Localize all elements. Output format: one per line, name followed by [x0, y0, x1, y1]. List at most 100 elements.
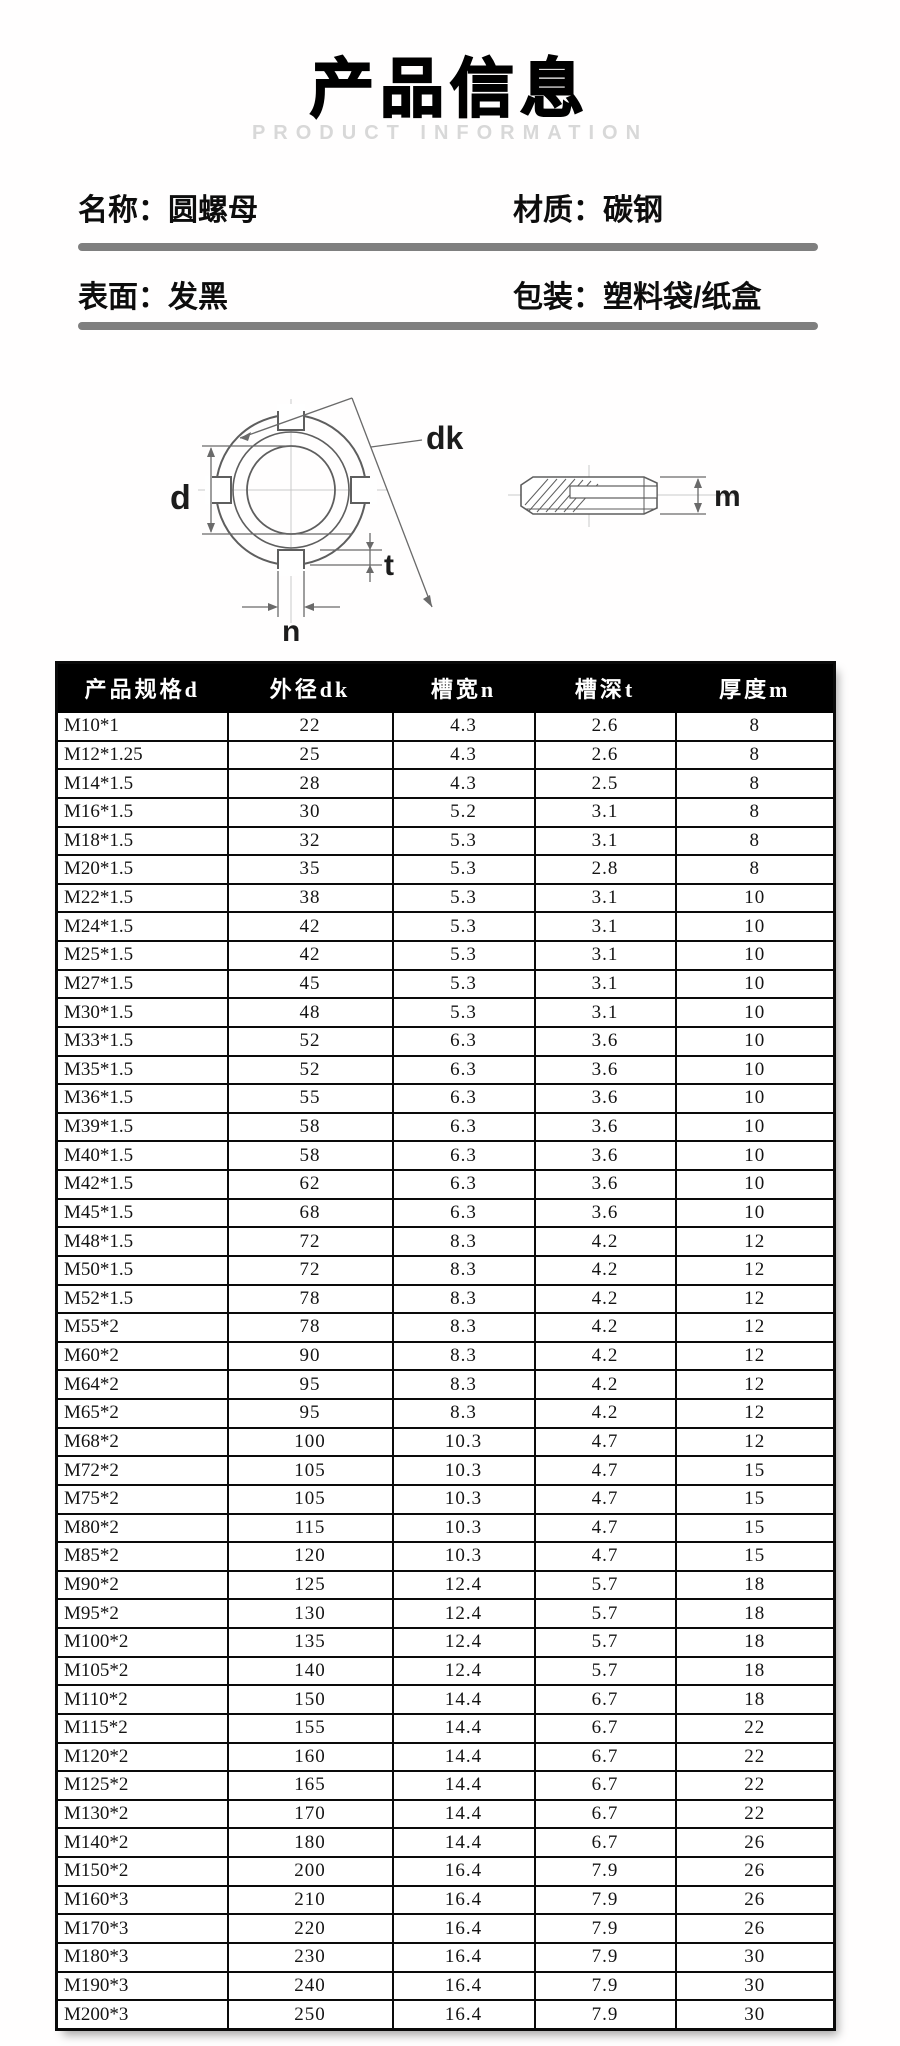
table-row: M105*2 140 12.4 5.7 18	[55, 1655, 836, 1687]
value-cell: 140	[226, 1655, 394, 1687]
value-cell: 200	[226, 1856, 394, 1887]
value-cell: 5.3	[391, 940, 536, 971]
value-cell: 45	[226, 968, 394, 1000]
spec-cell: M120*2	[55, 1741, 229, 1773]
value-cell: 30	[226, 796, 394, 828]
value-cell: 7.9	[533, 1884, 677, 1916]
spec-cell: M100*2	[55, 1627, 229, 1658]
value-cell: 2.6	[533, 739, 677, 771]
table-row: M130*2 170 14.4 6.7 22	[55, 1798, 836, 1830]
spec-cell: M52*1.5	[55, 1283, 229, 1315]
table-row: M80*2 115 10.3 4.7 15	[55, 1512, 836, 1544]
value-cell: 14.4	[391, 1770, 536, 1801]
table-row: M90*2 125 12.4 5.7 18	[55, 1569, 836, 1601]
col-header-outer-dia: 外径dk	[226, 661, 394, 713]
value-cell: 16.4	[391, 1884, 536, 1916]
spec-table: 产品规格d 外径dk 槽宽n 槽深t 厚度m M10*1 22 4.3 2.6 8 M12…	[55, 661, 836, 2031]
value-cell: 10.3	[391, 1512, 536, 1544]
d-dimension	[202, 445, 352, 535]
spec-cell: M180*3	[55, 1941, 229, 1973]
table-row: M22*1.5 38 5.3 3.1 10	[55, 882, 836, 914]
value-cell: 16.4	[391, 1999, 536, 2031]
value-cell: 10.3	[391, 1483, 536, 1515]
spec-cell: M110*2	[55, 1684, 229, 1715]
table-row: M160*3 210 16.4 7.9 26	[55, 1884, 836, 1916]
value-cell: 180	[226, 1827, 394, 1858]
value-cell: 12.4	[391, 1627, 536, 1658]
value-cell: 5.3	[391, 854, 536, 885]
value-cell: 115	[226, 1512, 394, 1544]
value-cell: 10	[674, 1083, 836, 1114]
value-cell: 5.7	[533, 1598, 677, 1629]
spec-cell: M68*2	[55, 1426, 229, 1458]
table-row: M52*1.5 78 8.3 4.2 12	[55, 1283, 836, 1315]
value-cell: 5.7	[533, 1627, 677, 1658]
value-cell: 28	[226, 768, 394, 799]
table-row: M100*2 135 12.4 5.7 18	[55, 1627, 836, 1658]
value-cell: 6.3	[391, 1111, 536, 1143]
value-cell: 8	[674, 768, 836, 799]
value-cell: 10	[674, 997, 836, 1028]
spec-cell: M42*1.5	[55, 1169, 229, 1200]
value-cell: 6.3	[391, 1054, 536, 1086]
spec-cell: M25*1.5	[55, 940, 229, 971]
col-header-thickness: 厚度m	[674, 661, 836, 713]
col-header-slot-d: 槽深t	[533, 661, 677, 713]
value-cell: 3.6	[533, 1083, 677, 1114]
info-row-2: 表面：发黑 包装：塑料袋/纸盒	[0, 272, 900, 314]
value-cell: 3.1	[533, 968, 677, 1000]
value-cell: 12	[674, 1426, 836, 1458]
spec-cell: M75*2	[55, 1483, 229, 1515]
table-row: M150*2 200 16.4 7.9 26	[55, 1856, 836, 1887]
value-cell: 8.3	[391, 1283, 536, 1315]
value-cell: 3.1	[533, 911, 677, 942]
table-row: M85*2 120 10.3 4.7 15	[55, 1541, 836, 1572]
value-cell: 6.7	[533, 1827, 677, 1858]
value-cell: 42	[226, 911, 394, 942]
divider-rule	[78, 243, 818, 251]
value-cell: 12	[674, 1283, 836, 1315]
value-cell: 22	[674, 1798, 836, 1830]
value-cell: 5.3	[391, 882, 536, 914]
table-row: M110*2 150 14.4 6.7 18	[55, 1684, 836, 1715]
spec-cell: M50*1.5	[55, 1254, 229, 1286]
value-cell: 16.4	[391, 1856, 536, 1887]
value-cell: 14.4	[391, 1798, 536, 1830]
value-cell: 10	[674, 1111, 836, 1143]
table-row: M115*2 155 14.4 6.7 22	[55, 1712, 836, 1744]
value-cell: 4.2	[533, 1340, 677, 1372]
value-cell: 10	[674, 1169, 836, 1200]
value-cell: 150	[226, 1684, 394, 1715]
spec-cell: M45*1.5	[55, 1197, 229, 1229]
dk-label: dk	[426, 420, 464, 456]
table-row: M27*1.5 45 5.3 3.1 10	[55, 968, 836, 1000]
value-cell: 62	[226, 1169, 394, 1200]
value-cell: 4.2	[533, 1398, 677, 1429]
spec-cell: M30*1.5	[55, 997, 229, 1028]
value-cell: 18	[674, 1655, 836, 1687]
table-row: M20*1.5 35 5.3 2.8 8	[55, 854, 836, 885]
value-cell: 18	[674, 1569, 836, 1601]
value-cell: 7.9	[533, 1856, 677, 1887]
value-cell: 6.7	[533, 1741, 677, 1773]
table-row: M30*1.5 48 5.3 3.1 10	[55, 997, 836, 1028]
value-cell: 14.4	[391, 1741, 536, 1773]
value-cell: 4.3	[391, 739, 536, 771]
spec-cell: M72*2	[55, 1455, 229, 1486]
value-cell: 72	[226, 1254, 394, 1286]
slot-notches	[205, 404, 377, 576]
info-row-1: 名称：圆螺母 材质：碳钢	[0, 185, 900, 227]
value-cell: 5.2	[391, 796, 536, 828]
spec-cell: M170*3	[55, 1913, 229, 1944]
value-cell: 15	[674, 1455, 836, 1486]
value-cell: 12	[674, 1226, 836, 1257]
spec-cell: M20*1.5	[55, 854, 229, 885]
value-cell: 7.9	[533, 1913, 677, 1944]
table-row: M39*1.5 58 6.3 3.6 10	[55, 1111, 836, 1143]
value-cell: 38	[226, 882, 394, 914]
spec-cell: M64*2	[55, 1369, 229, 1400]
spec-cell: M27*1.5	[55, 968, 229, 1000]
spec-cell: M35*1.5	[55, 1054, 229, 1086]
value-cell: 210	[226, 1884, 394, 1916]
value-cell: 8.3	[391, 1398, 536, 1429]
